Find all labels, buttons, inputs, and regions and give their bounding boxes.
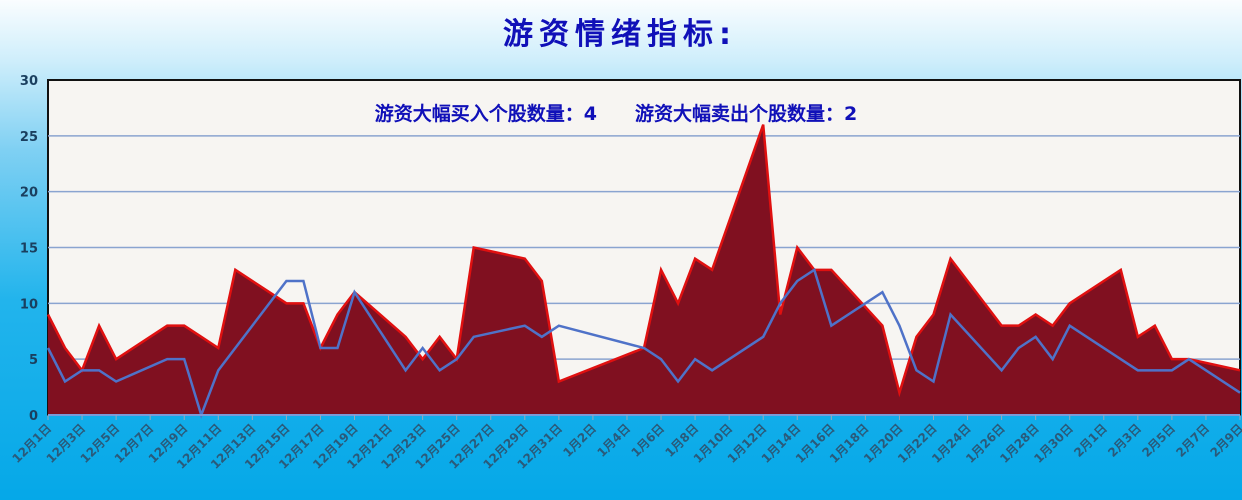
x-tick-label: 2月9日 xyxy=(1207,421,1242,460)
x-tick-label: 1月4日 xyxy=(594,421,633,460)
x-tick-label: 2月1日 xyxy=(1071,421,1110,460)
y-tick-label: 15 xyxy=(20,242,38,257)
x-tick-label: 2月5日 xyxy=(1139,421,1178,460)
y-tick-label: 0 xyxy=(29,409,38,424)
annotation-text: 游资大幅买入个股数量：4 游资大幅卖出个股数量：2 xyxy=(375,102,857,125)
y-tick-label: 10 xyxy=(20,297,38,312)
y-tick-label: 25 xyxy=(20,130,38,145)
x-tick-label: 2月7日 xyxy=(1173,421,1212,460)
y-tick-label: 20 xyxy=(20,186,38,201)
x-tick-label: 1月6日 xyxy=(628,421,667,460)
y-tick-label: 5 xyxy=(29,353,38,368)
x-tick-label: 1月2日 xyxy=(560,421,599,460)
area-series-fill xyxy=(48,124,1240,416)
y-tick-label: 30 xyxy=(20,74,38,89)
chart-title: 游资情绪指标: xyxy=(503,17,737,52)
x-tick-label: 2月3日 xyxy=(1105,421,1144,460)
